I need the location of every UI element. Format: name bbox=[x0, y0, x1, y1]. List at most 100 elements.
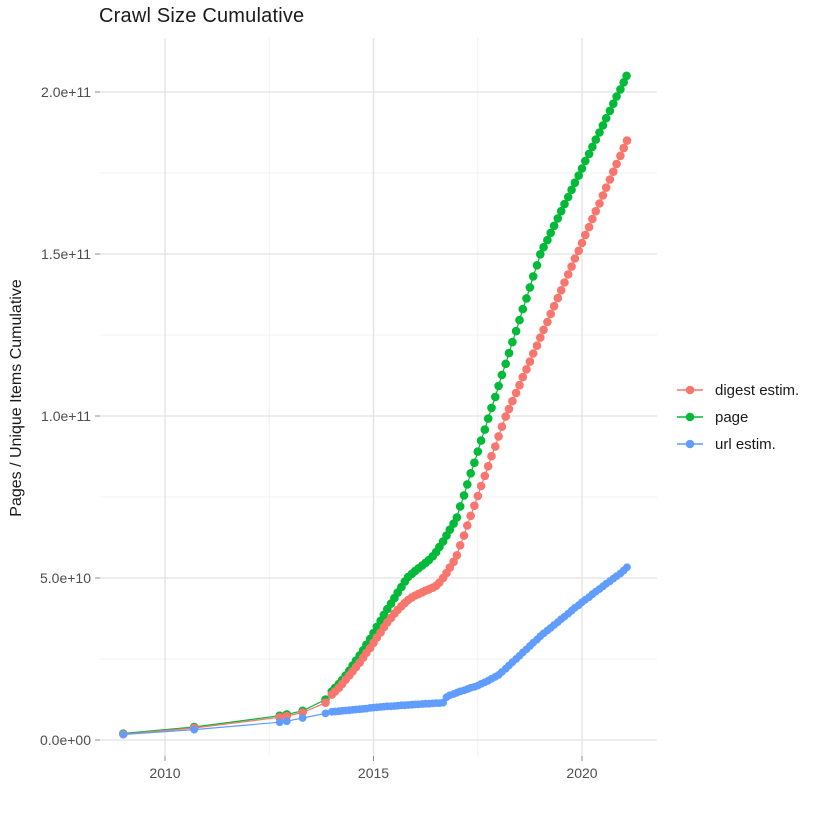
data-point bbox=[487, 451, 496, 461]
data-point bbox=[616, 151, 625, 161]
data-point bbox=[452, 551, 462, 560]
series-page bbox=[119, 71, 631, 738]
data-point bbox=[556, 206, 566, 216]
data-point bbox=[588, 214, 597, 224]
data-point bbox=[525, 283, 535, 292]
data-point bbox=[543, 317, 552, 327]
data-point bbox=[591, 135, 601, 144]
data-point bbox=[612, 92, 621, 101]
data-point bbox=[470, 458, 479, 468]
x-tick-label: 2020 bbox=[566, 765, 597, 781]
data-point bbox=[473, 491, 483, 501]
data-point bbox=[491, 392, 500, 402]
legend-label: url estim. bbox=[715, 435, 776, 453]
data-point bbox=[473, 447, 483, 456]
data-point bbox=[321, 698, 330, 707]
data-point bbox=[190, 725, 199, 734]
data-point bbox=[605, 175, 615, 184]
y-axis-title: Pages / Unique Items Cumulative bbox=[8, 279, 25, 517]
data-point bbox=[480, 425, 490, 434]
series-digest-estim- bbox=[119, 136, 632, 739]
data-point bbox=[487, 403, 496, 413]
legend-label: page bbox=[715, 408, 749, 426]
data-point bbox=[298, 714, 307, 722]
legend-item-url: url estim. bbox=[676, 435, 799, 453]
data-point bbox=[532, 341, 542, 351]
data-point bbox=[549, 221, 559, 231]
data-point bbox=[494, 381, 503, 391]
data-point bbox=[504, 348, 514, 358]
data-point bbox=[511, 326, 521, 336]
data-point bbox=[584, 222, 594, 232]
data-point bbox=[567, 262, 576, 271]
data-point bbox=[466, 511, 476, 521]
y-tick-label: 2.0e+11 bbox=[41, 84, 91, 100]
legend: digest estim. page url estim. bbox=[676, 381, 799, 462]
x-tick-label: 2015 bbox=[358, 765, 389, 781]
data-point bbox=[532, 261, 542, 270]
data-point bbox=[563, 270, 573, 279]
data-point bbox=[601, 113, 611, 123]
data-point bbox=[581, 156, 590, 166]
data-point bbox=[455, 541, 465, 550]
data-point bbox=[528, 272, 538, 281]
data-point bbox=[609, 99, 618, 108]
data-point bbox=[577, 238, 587, 248]
data-point bbox=[609, 167, 618, 176]
legend-key-page-icon bbox=[677, 412, 703, 422]
data-point bbox=[553, 293, 563, 303]
data-point bbox=[522, 294, 531, 303]
legend-key-url-icon bbox=[677, 439, 703, 449]
data-point bbox=[570, 178, 580, 187]
y-tick-label: 0.0e+00 bbox=[40, 732, 91, 748]
legend-key-digest-icon bbox=[677, 385, 703, 395]
data-point bbox=[546, 309, 555, 319]
data-point bbox=[584, 149, 594, 159]
data-point bbox=[595, 199, 604, 208]
data-point bbox=[563, 192, 573, 202]
data-point bbox=[455, 502, 465, 511]
legend-item-digest: digest estim. bbox=[676, 381, 799, 399]
data-point bbox=[560, 199, 569, 209]
data-point bbox=[605, 106, 615, 116]
data-point bbox=[518, 372, 528, 382]
data-point bbox=[623, 563, 631, 572]
plot-title: Crawl Size Cumulative bbox=[99, 5, 305, 27]
data-series bbox=[119, 71, 632, 739]
data-point bbox=[119, 730, 128, 739]
data-point bbox=[619, 143, 628, 153]
gridlines bbox=[100, 38, 657, 756]
data-point bbox=[480, 471, 490, 481]
data-point bbox=[459, 531, 469, 540]
data-point bbox=[497, 370, 507, 380]
data-point bbox=[466, 469, 476, 478]
data-point bbox=[546, 228, 555, 238]
data-point bbox=[574, 246, 583, 256]
data-point bbox=[622, 71, 631, 81]
data-point bbox=[528, 349, 538, 358]
data-point bbox=[476, 436, 486, 445]
data-point bbox=[601, 183, 611, 192]
data-point bbox=[515, 315, 524, 325]
data-point bbox=[275, 718, 284, 727]
data-point bbox=[598, 191, 608, 200]
data-point bbox=[463, 521, 472, 530]
data-point bbox=[556, 286, 566, 295]
data-point bbox=[476, 481, 486, 491]
data-point bbox=[539, 242, 548, 252]
data-point bbox=[539, 325, 548, 335]
data-point bbox=[518, 304, 528, 314]
data-point bbox=[483, 461, 493, 471]
data-point bbox=[622, 136, 632, 145]
y-tick-label: 1.0e+11 bbox=[41, 408, 91, 424]
y-tick-label: 5.0e+10 bbox=[40, 570, 91, 586]
data-point bbox=[494, 432, 503, 441]
data-point bbox=[504, 404, 514, 414]
data-point bbox=[483, 414, 493, 423]
data-point bbox=[543, 235, 552, 245]
data-point bbox=[282, 717, 291, 726]
legend-item-page: page bbox=[676, 408, 799, 426]
data-point bbox=[570, 254, 580, 263]
y-tick-label: 1.5e+11 bbox=[41, 246, 91, 262]
